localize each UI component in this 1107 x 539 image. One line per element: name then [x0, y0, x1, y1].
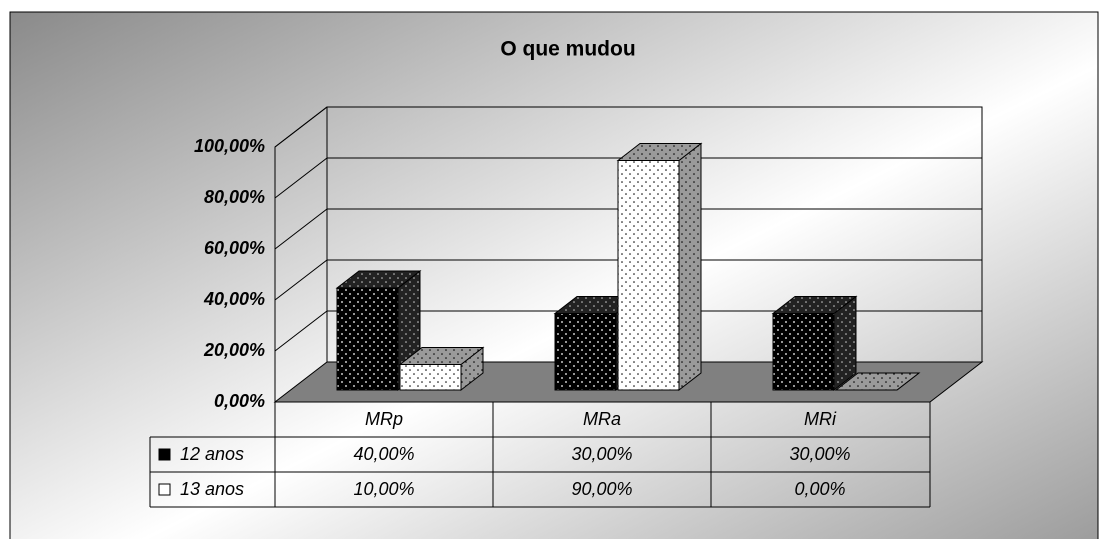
bar — [771, 295, 858, 392]
y-tick-label: 60,00% — [204, 238, 265, 258]
chart-title: O que mudou — [500, 38, 635, 61]
y-tick-label: 40,00% — [203, 289, 265, 309]
y-tick-label: 0,00% — [214, 391, 265, 411]
bar — [398, 346, 485, 392]
data-table-value: 40,00% — [353, 444, 414, 464]
data-table-value: 10,00% — [353, 479, 414, 499]
x-tick-label: MRi — [804, 409, 837, 429]
data-table-value: 0,00% — [794, 479, 845, 499]
bar-front — [554, 313, 617, 391]
legend-key — [158, 483, 171, 496]
bar — [834, 372, 921, 391]
y-tick-label: 80,00% — [204, 187, 265, 207]
grid-line — [274, 106, 982, 148]
data-table-value: 90,00% — [571, 479, 632, 499]
y-tick-label: 100,00% — [194, 136, 265, 156]
grid-line — [274, 310, 982, 352]
bar-front — [399, 364, 462, 391]
y-tick-label: 20,00% — [203, 340, 265, 360]
bar-top — [834, 372, 921, 391]
bar-front — [772, 313, 835, 391]
legend-label: 13 anos — [180, 479, 244, 499]
grid-line — [274, 208, 982, 250]
grid-line — [274, 259, 982, 301]
data-table-value: 30,00% — [789, 444, 850, 464]
bar-front — [617, 160, 680, 391]
legend-label: 12 anos — [180, 444, 244, 464]
data-table — [149, 402, 931, 508]
bar-front — [336, 287, 399, 391]
x-tick-label: MRp — [365, 409, 403, 429]
data-table-value: 30,00% — [571, 444, 632, 464]
chart-area — [9, 11, 1099, 539]
bar-side — [678, 142, 702, 392]
grid-line — [274, 157, 982, 199]
x-tick-label: MRa — [583, 409, 621, 429]
legend-key — [158, 448, 171, 461]
bar — [335, 269, 422, 392]
bar — [616, 142, 703, 392]
